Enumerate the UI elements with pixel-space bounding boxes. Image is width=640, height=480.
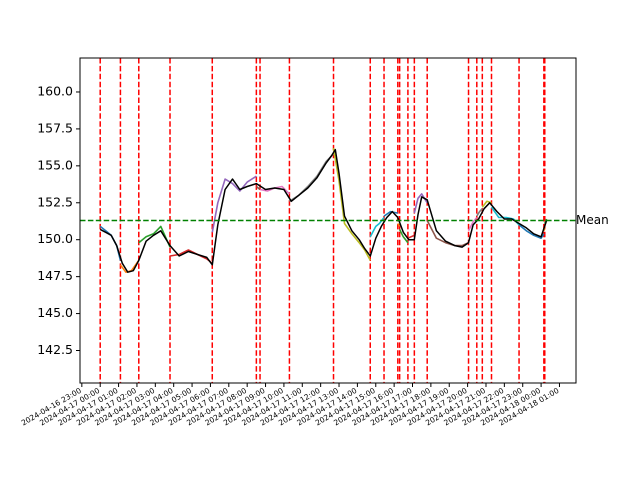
- series-segment-4: [211, 175, 257, 233]
- y-tick-label-1: 145.0: [37, 305, 73, 320]
- y-tick-label-6: 157.5: [37, 120, 73, 135]
- y-tick-label-5: 155.0: [37, 157, 73, 172]
- series-segment-12: [398, 229, 409, 244]
- rolling-mean-line: [99, 148, 548, 273]
- y-tick-label-2: 147.5: [37, 268, 73, 283]
- y-tick-label-7: 160.0: [37, 83, 73, 98]
- series-segment-8: [332, 147, 372, 261]
- y-tick-label-3: 150.0: [37, 231, 73, 246]
- y-axis: 142.5 145.0 147.5 150.0 152.5 155.0 157.5 160.0: [37, 83, 80, 357]
- mean-label: Mean: [576, 213, 609, 227]
- series-segment-16: [467, 216, 478, 232]
- plot-frame: [79, 57, 577, 384]
- series-segment-13: [407, 234, 415, 239]
- series-segment-11: [397, 223, 401, 227]
- y-tick-label-0: 142.5: [37, 342, 73, 357]
- series-segment-17: [476, 208, 483, 217]
- series-segment-10: [383, 210, 398, 217]
- series-segment-5: [255, 185, 261, 191]
- series-segment-2: [138, 225, 171, 248]
- rolling-mean-layer: [99, 148, 548, 273]
- series-segment-20: [518, 224, 545, 239]
- y-tick-label-4: 152.5: [37, 194, 73, 209]
